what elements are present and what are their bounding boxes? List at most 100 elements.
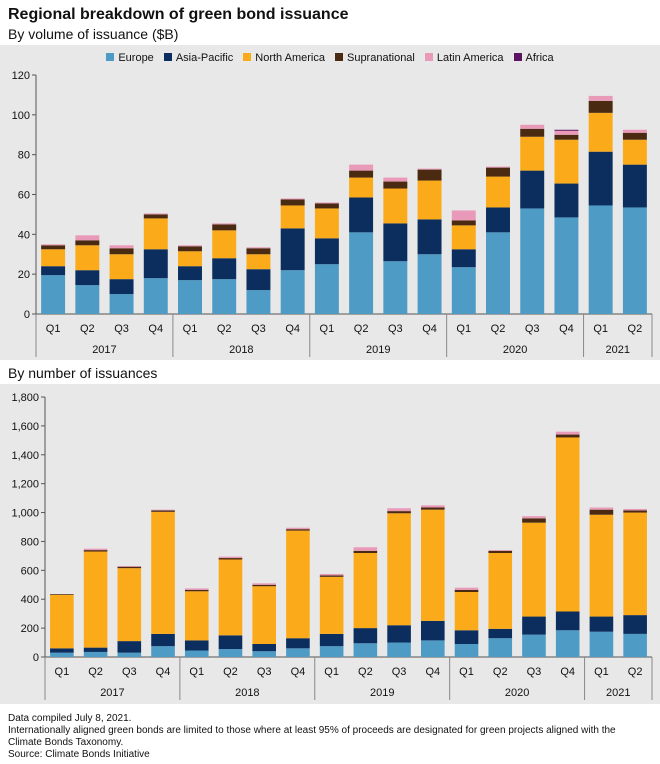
bar-segment-asia-pacific <box>178 266 202 281</box>
y-tick-label: 60 <box>18 190 30 202</box>
bar-segment-asia-pacific <box>353 628 378 644</box>
legend-label: Africa <box>525 52 554 64</box>
bar-segment-europe <box>184 650 209 657</box>
year-group-label: 2017 <box>92 344 116 356</box>
year-group-label: 2020 <box>503 344 527 356</box>
bar-segment-europe <box>588 205 613 314</box>
bar-segment-supranational <box>383 181 408 189</box>
y-tick-label: 1,000 <box>11 508 39 520</box>
bar-segment-north-america <box>75 245 100 271</box>
bar-segment-latin-america <box>622 129 647 133</box>
bar-segment-supranational <box>486 167 510 177</box>
legend-swatch <box>424 53 433 61</box>
year-group-label: 2019 <box>366 344 390 356</box>
bar-segment-europe <box>246 290 271 314</box>
bar-segment-supranational <box>353 550 378 553</box>
bar-segment-supranational <box>349 170 374 178</box>
bar-segment-latin-america <box>522 516 546 519</box>
x-tick-label: Q4 <box>291 666 306 678</box>
bar-segment-supranational <box>555 434 580 438</box>
bar-segment-supranational <box>451 220 476 226</box>
year-group-label: 2020 <box>505 687 529 699</box>
bar-segment-europe <box>622 207 647 314</box>
bar-segment-asia-pacific <box>143 249 168 279</box>
bar-segment-asia-pacific <box>246 269 271 291</box>
bar-segment-supranational <box>246 248 271 255</box>
bar-segment-asia-pacific <box>520 170 545 209</box>
bar-segment-europe <box>387 642 411 657</box>
bar-segment-latin-america <box>387 508 411 512</box>
legend-label: North America <box>255 52 325 64</box>
bar-segment-latin-america <box>421 505 445 508</box>
bar-segment-latin-america <box>246 247 271 249</box>
bar-segment-north-america <box>143 218 168 250</box>
bar-segment-supranational <box>286 529 310 531</box>
legend-item-africa: Africa <box>513 52 554 64</box>
bar-segment-supranational <box>83 550 108 552</box>
x-tick-label: Q4 <box>148 323 163 335</box>
x-tick-label: Q1 <box>593 323 608 335</box>
bar-segment-supranational <box>623 510 647 513</box>
count-chart-subtitle: By number of issuances <box>8 365 158 381</box>
bar-segment-latin-america <box>589 507 614 510</box>
bar-segment-latin-america <box>417 168 442 170</box>
bar-segment-europe <box>109 294 134 314</box>
bar-segment-europe <box>151 646 175 657</box>
bar-segment-asia-pacific <box>252 644 276 652</box>
bar-segment-europe <box>454 644 479 657</box>
year-group-label: 2021 <box>606 687 630 699</box>
x-tick-label: Q1 <box>594 666 609 678</box>
x-tick-label: Q2 <box>217 323 232 335</box>
x-tick-label: Q3 <box>525 323 540 335</box>
x-tick-label: Q3 <box>388 323 403 335</box>
bar-segment-asia-pacific <box>417 219 442 255</box>
bar-segment-asia-pacific <box>314 238 339 265</box>
bar-segment-asia-pacific <box>212 258 237 280</box>
bar-segment-supranational <box>41 245 66 250</box>
x-tick-label: Q3 <box>392 666 407 678</box>
bar-segment-supranational <box>218 558 243 560</box>
y-tick-label: 1,400 <box>11 450 39 462</box>
bar-segment-latin-america <box>280 198 305 200</box>
bar-segment-asia-pacific <box>151 633 175 647</box>
bar-segment-supranational <box>109 248 134 255</box>
bar-segment-asia-pacific <box>451 249 476 268</box>
x-tick-label: Q3 <box>527 666 542 678</box>
bar-segment-north-america <box>178 251 202 267</box>
bar-segment-north-america <box>314 208 339 239</box>
bar-segment-supranational <box>178 246 202 252</box>
bar-segment-europe <box>520 208 545 314</box>
bar-segment-north-america <box>151 511 175 634</box>
bar-segment-europe <box>280 270 305 314</box>
bar-segment-asia-pacific <box>488 628 513 639</box>
x-tick-label: Q4 <box>559 323 574 335</box>
bar-segment-north-america <box>421 509 445 621</box>
bar-segment-europe <box>178 280 202 314</box>
bar-segment-europe <box>623 633 647 657</box>
legend-swatch <box>243 53 252 61</box>
x-tick-label: Q2 <box>628 323 643 335</box>
bar-segment-europe <box>383 261 408 314</box>
bar-segment-asia-pacific <box>555 611 580 631</box>
bar-segment-asia-pacific <box>622 164 647 208</box>
x-tick-label: Q1 <box>189 666 204 678</box>
bar-segment-europe <box>349 232 374 314</box>
bar-segment-north-america <box>383 188 408 224</box>
x-tick-label: Q2 <box>88 666 103 678</box>
x-tick-label: Q2 <box>628 666 643 678</box>
volume-chart: 0 20 40 60 80 100 120 Q1 Q2 Q3 Q4 Q1 Q2 Q3 Q4 Q1 Q2 Q3 Q4 Q… <box>12 70 653 357</box>
x-tick-label: Q2 <box>80 323 95 335</box>
bar-segment-latin-america <box>520 124 545 129</box>
bar-segment-latin-america <box>451 210 476 221</box>
bar-segment-asia-pacific <box>50 648 74 653</box>
bar-segment-asia-pacific <box>83 647 108 652</box>
bar-segment-supranational <box>454 589 479 592</box>
bar-segment-latin-america <box>383 177 408 182</box>
bar-segment-europe <box>314 264 339 314</box>
x-tick-label: Q3 <box>257 666 272 678</box>
bar-segment-north-america <box>451 225 476 250</box>
bar-segment-europe <box>50 652 74 657</box>
bar-segment-europe <box>252 651 276 657</box>
bar-segment-supranational <box>589 509 614 515</box>
bar-segment-europe <box>286 648 310 657</box>
